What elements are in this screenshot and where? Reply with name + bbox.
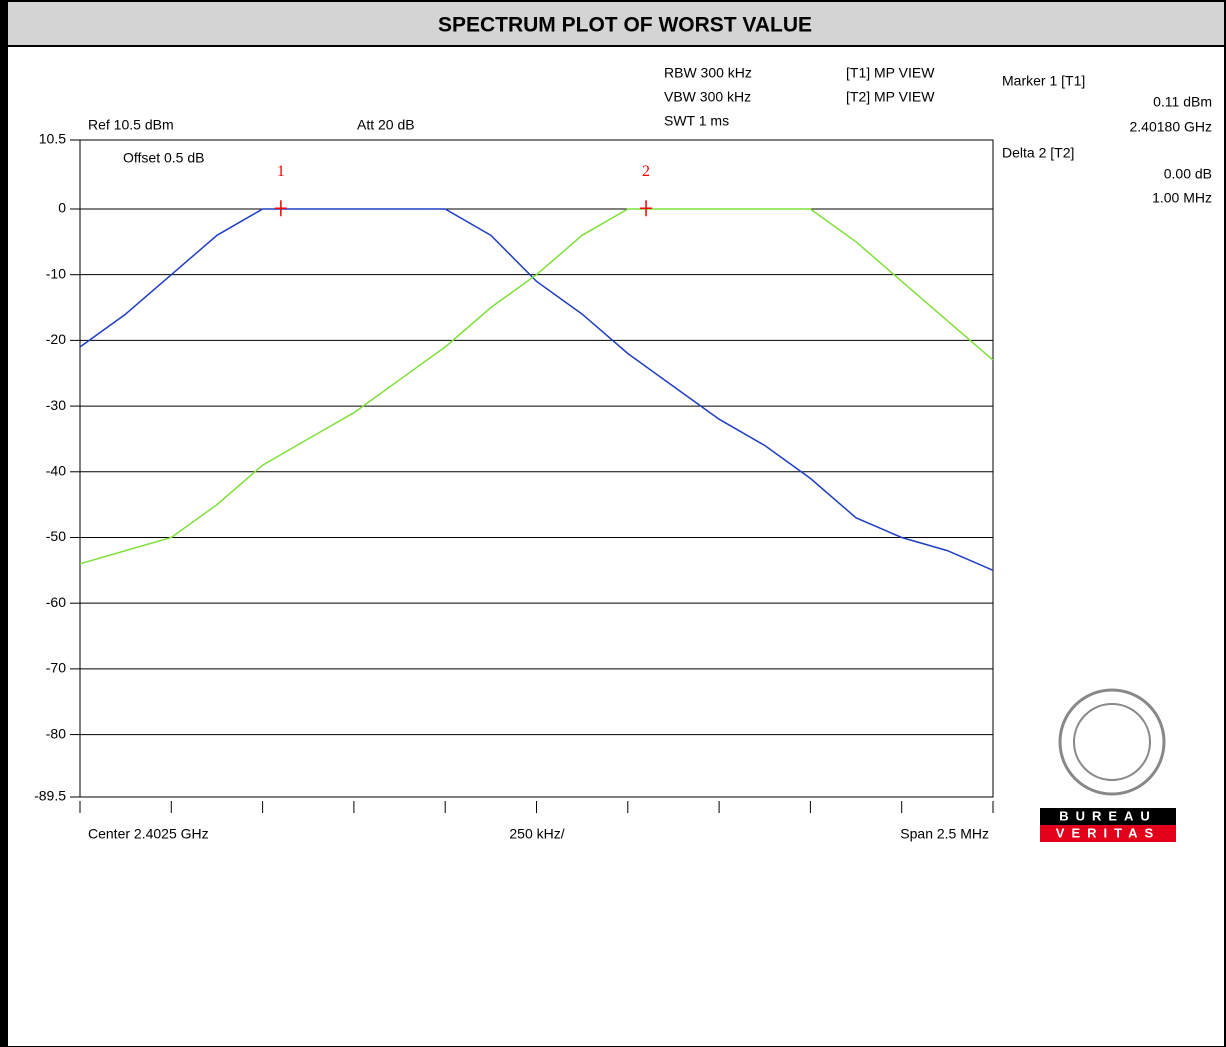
- annotation: 1.00 MHz: [1152, 190, 1212, 206]
- logo-ring: [1058, 688, 1166, 796]
- left-border: [0, 0, 8, 1047]
- annotation: Delta 2 [T2]: [1002, 145, 1074, 161]
- marker: [640, 200, 653, 217]
- logo-black-band: [1040, 808, 1176, 825]
- y-tick-label: -70: [46, 660, 66, 676]
- logo-text: BUREAU: [1059, 808, 1157, 823]
- annotation: [T2] MP VIEW: [846, 89, 935, 105]
- annotation: VBW 300 kHz: [664, 89, 751, 105]
- y-tick-label: -40: [46, 462, 66, 478]
- annotation: Span 2.5 MHz: [900, 826, 989, 842]
- y-tick-label: -60: [46, 594, 66, 610]
- y-tick-label: 0: [58, 200, 66, 216]
- y-tick-label: -20: [46, 331, 66, 347]
- y-tick-label: -89.5: [34, 788, 66, 804]
- y-tick-label: -80: [46, 725, 66, 741]
- y-tick-label: -10: [46, 265, 66, 281]
- annotation: Offset 0.5 dB: [123, 150, 204, 166]
- y-tick-label: -50: [46, 528, 66, 544]
- marker: [274, 200, 287, 217]
- logo-red-band: [1040, 825, 1176, 842]
- trace-line: [79, 208, 994, 565]
- annotation: [T1] MP VIEW: [846, 65, 935, 81]
- title-bar: [0, 0, 1226, 46]
- annotation: 0.00 dB: [1164, 166, 1212, 182]
- annotation: Att 20 dB: [357, 117, 415, 133]
- annotation: Ref 10.5 dBm: [88, 117, 174, 133]
- marker-label: 1: [277, 163, 285, 180]
- annotation: RBW 300 kHz: [664, 65, 752, 81]
- marker-label: 2: [642, 163, 650, 180]
- annotation: SWT 1 ms: [664, 113, 729, 129]
- chart-title: SPECTRUM PLOT OF WORST VALUE: [438, 14, 812, 37]
- logo-inner: [1073, 703, 1151, 781]
- annotation: Center 2.4025 GHz: [88, 826, 209, 842]
- annotation: Marker 1 [T1]: [1002, 73, 1085, 89]
- y-tick-label: 10.5: [39, 131, 66, 147]
- annotation: 250 kHz/: [509, 826, 564, 842]
- logo-text: VERITAS: [1056, 825, 1160, 840]
- annotation: 2.40180 GHz: [1130, 119, 1213, 135]
- trace-line: [79, 208, 994, 571]
- annotation: 0.11 dBm: [1153, 94, 1212, 110]
- y-tick-label: -30: [46, 397, 66, 413]
